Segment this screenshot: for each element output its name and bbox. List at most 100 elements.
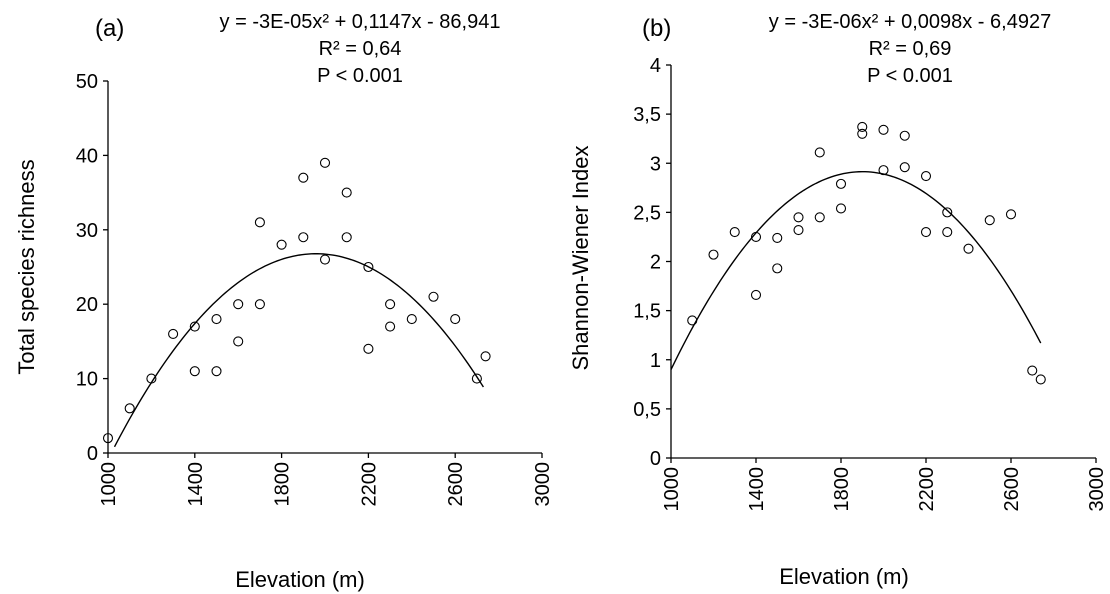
y-tick-label: 10 — [76, 369, 98, 391]
data-point — [363, 343, 374, 354]
data-point — [1035, 374, 1046, 385]
data-point — [793, 225, 804, 236]
data-point — [406, 314, 417, 325]
data-point — [920, 170, 932, 182]
y-tick-label: 4 — [650, 55, 661, 77]
y-tick-label: 0,5 — [633, 399, 661, 421]
x-tick-label: 2600 — [445, 462, 467, 507]
chart-marks — [670, 121, 1046, 385]
x-tick-label: 1800 — [272, 462, 294, 507]
x-tick-label: 2200 — [916, 467, 938, 512]
data-point — [963, 243, 974, 254]
data-point — [857, 121, 868, 132]
trend-curve — [670, 170, 1042, 370]
data-point — [878, 124, 889, 135]
x-tick-label: 1000 — [661, 467, 683, 512]
data-point — [729, 226, 740, 238]
panel-label: (b) — [642, 15, 671, 42]
data-point — [750, 289, 762, 300]
data-point — [878, 165, 889, 176]
y-tick-label: 0 — [87, 443, 98, 465]
data-point — [899, 162, 910, 173]
x-tick-label: 2200 — [358, 462, 380, 507]
data-point — [920, 226, 932, 238]
y-tick-label: 3 — [650, 153, 661, 175]
data-point — [942, 226, 953, 238]
data-point — [168, 328, 179, 340]
data-point — [899, 130, 910, 141]
data-point — [341, 232, 352, 243]
data-point — [124, 403, 135, 414]
data-point — [211, 366, 222, 377]
data-point — [276, 239, 287, 250]
data-point — [814, 212, 825, 223]
data-point — [793, 212, 804, 223]
data-point — [189, 321, 200, 332]
x-tick-label: 1400 — [185, 462, 207, 507]
data-point — [102, 433, 114, 444]
data-point — [363, 261, 374, 273]
chart-panel-a: (a) y = -3E-05x² + 0,1147x - 86,941 R² =… — [14, 11, 554, 592]
y-axis-title: Total species richness — [14, 159, 39, 374]
data-point — [708, 249, 719, 260]
data-point — [233, 336, 244, 347]
data-point — [772, 232, 783, 243]
data-point — [772, 263, 783, 274]
x-tick-label: 1000 — [98, 462, 120, 507]
chart-equation: y = -3E-06x² + 0,0098x - 6,4927 — [769, 11, 1051, 33]
y-tick-label: 2 — [650, 252, 661, 274]
chart-equation: y = -3E-05x² + 0,1147x - 86,941 — [220, 11, 501, 33]
data-point — [341, 187, 352, 198]
y-tick-label: 3,5 — [633, 104, 661, 126]
y-tick-label: 40 — [76, 145, 98, 167]
chart-r-squared: R² = 0,64 — [319, 38, 402, 60]
y-tick-label: 2,5 — [633, 202, 661, 224]
y-tick-label: 0 — [650, 448, 661, 470]
data-point — [1027, 365, 1038, 376]
chart-p-value: P < 0.001 — [867, 65, 953, 87]
data-point — [857, 128, 868, 139]
data-point — [211, 314, 222, 325]
data-point — [984, 215, 995, 226]
data-point — [233, 299, 244, 310]
data-point — [146, 373, 157, 384]
y-tick-label: 20 — [76, 294, 98, 316]
data-point — [450, 314, 461, 325]
data-point — [942, 207, 953, 218]
x-axis-title: Elevation (m) — [779, 564, 909, 589]
data-point — [189, 366, 200, 377]
data-point — [428, 291, 439, 302]
chart-p-value: P < 0.001 — [317, 65, 403, 87]
data-point — [480, 351, 491, 362]
data-point — [835, 178, 847, 189]
data-point — [835, 203, 847, 214]
chart-panel-b: (b) y = -3E-06x² + 0,0098x - 6,4927 R² =… — [568, 11, 1108, 589]
data-point — [1005, 209, 1017, 220]
x-tick-label: 3000 — [1086, 467, 1108, 512]
panel-label: (a) — [95, 15, 124, 42]
y-tick-label: 1 — [650, 350, 661, 372]
data-point — [687, 315, 698, 326]
axis-ticks: 0 0,5 1 1,5 2 2,5 3 3,5 4 1000 1400 1800 2200 2600 300… — [633, 55, 1108, 512]
data-point — [750, 231, 762, 242]
data-point — [319, 157, 331, 168]
x-tick-label: 1800 — [831, 467, 853, 512]
y-tick-label: 30 — [76, 220, 98, 242]
data-point — [298, 172, 309, 183]
data-point — [471, 373, 482, 384]
data-point — [298, 232, 309, 243]
x-tick-label: 2600 — [1001, 467, 1023, 512]
data-point — [814, 147, 825, 158]
x-axis-title: Elevation (m) — [235, 567, 365, 592]
chart-marks — [102, 157, 491, 448]
x-tick-label: 3000 — [532, 462, 554, 507]
chart-r-squared: R² = 0,69 — [869, 38, 952, 60]
y-axis-title: Shannon-Wiener Index — [568, 145, 593, 370]
y-tick-label: 50 — [76, 71, 98, 93]
x-tick-label: 1400 — [746, 467, 768, 512]
axis-ticks: 0 10 20 30 40 50 1000 1400 1800 2200 2600 3000 — [76, 71, 554, 507]
data-point — [385, 299, 396, 310]
data-point — [385, 321, 396, 332]
data-point — [254, 299, 265, 310]
